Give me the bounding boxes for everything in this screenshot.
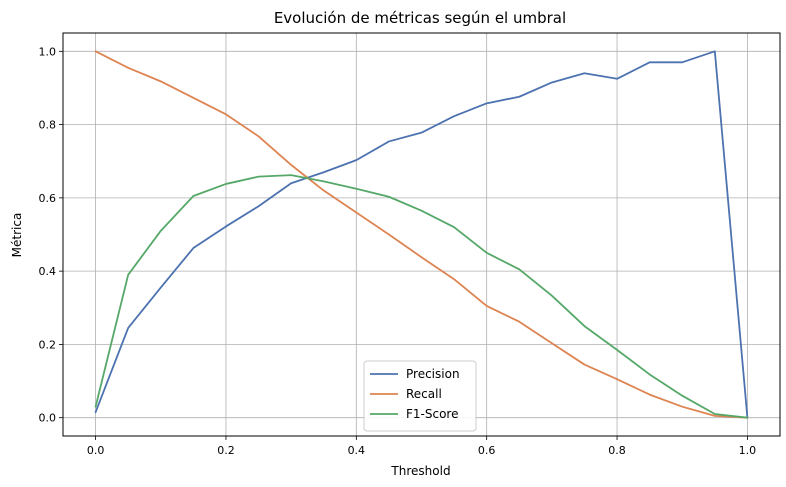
y-tick-label: 1.0	[39, 45, 57, 58]
x-tick-label: 0.6	[478, 444, 496, 457]
series-line-f1-score	[94, 174, 749, 419]
y-axis-label: Métrica	[10, 213, 24, 258]
x-tick-label: 0.8	[608, 444, 626, 457]
series-group	[94, 50, 749, 419]
y-tick-label: 0.0	[39, 412, 57, 425]
x-tick-label: 0.4	[348, 444, 366, 457]
x-tick-label: 0.0	[87, 444, 105, 457]
series-line-recall	[94, 50, 749, 419]
y-tick-label: 0.8	[39, 119, 57, 132]
x-axis-label: Threshold	[390, 464, 450, 478]
y-tick-label: 0.6	[39, 192, 57, 205]
y-tick-label: 0.4	[39, 265, 57, 278]
plot-frame	[62, 32, 781, 437]
grid	[63, 33, 780, 436]
legend: Precision Recall F1-Score	[363, 360, 477, 432]
chart-title: Evolución de métricas según el umbral	[274, 9, 566, 27]
legend-label: Recall	[406, 387, 442, 401]
legend-label: F1-Score	[406, 407, 458, 421]
y-axis-ticks: 0.0 0.2 0.4 0.6 0.8 1.0	[39, 45, 63, 425]
x-tick-label: 0.2	[217, 444, 235, 457]
legend-label: Precision	[406, 367, 460, 381]
x-axis-ticks: 0.0 0.2 0.4 0.6 0.8 1.0	[87, 436, 756, 457]
y-tick-label: 0.2	[39, 338, 57, 351]
x-tick-label: 1.0	[739, 444, 757, 457]
series-line-precision	[94, 50, 749, 419]
